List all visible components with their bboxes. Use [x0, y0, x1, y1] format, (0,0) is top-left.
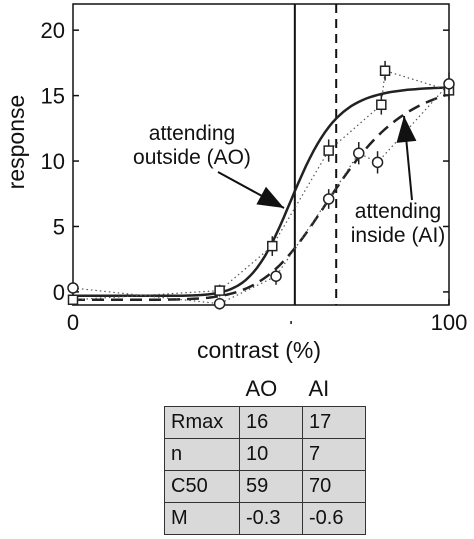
- data-point-ao-5: [376, 99, 387, 111]
- column-header-ai: AI: [308, 376, 330, 401]
- data-point-ai-3: [322, 193, 335, 205]
- annotation-ai-line1: attending: [355, 200, 441, 223]
- row-label-rmax: Rmax: [164, 406, 240, 439]
- y-axis-title: response: [3, 95, 29, 190]
- data-point-ai-2: [270, 270, 282, 282]
- row-label-c50: C50: [164, 470, 240, 503]
- y-tick-label-15: 15: [41, 84, 65, 109]
- row-label-n: n: [164, 438, 240, 471]
- table-row: n 10 7: [164, 438, 366, 471]
- y-tick-label-10: 10: [41, 149, 65, 174]
- data-point-ai-0: [67, 282, 79, 294]
- data-point-ao-3: [323, 145, 334, 156]
- cell-rmax-ao: 16: [239, 406, 303, 439]
- fit-parameter-table: AO AI Rmax 16 17 n 10 7 C50 59 70 M -0.3…: [164, 376, 366, 535]
- table-row: Rmax 16 17: [164, 406, 366, 439]
- cell-c50-ai: 70: [302, 470, 366, 503]
- cell-n-ao: 10: [239, 438, 303, 471]
- cell-c50-ao: 59: [239, 470, 303, 503]
- cell-rmax-ai: 17: [302, 406, 366, 439]
- table-corner: [165, 376, 240, 407]
- plot-frame: [72, 3, 450, 306]
- table-row: C50 59 70: [164, 470, 366, 503]
- row-label-m: M: [164, 502, 240, 535]
- cell-m-ai: -0.6: [302, 502, 366, 535]
- data-point-ai-5: [371, 156, 384, 169]
- table-header-row: AO AI: [165, 376, 366, 407]
- data-point-ai-6: [443, 78, 455, 90]
- arrow-ai-head: [396, 116, 417, 143]
- data-point-ao-2: [267, 240, 278, 252]
- plot-area: [67, 3, 455, 324]
- data-point-ao-4: [379, 65, 391, 76]
- x-tick-label-100: 100: [431, 310, 468, 335]
- data-trace-ao: [72, 69, 450, 301]
- data-point-ai-4: [353, 147, 365, 159]
- column-header-ao: AO: [245, 376, 278, 401]
- cell-m-ao: -0.3: [239, 502, 303, 535]
- fit-curve-ai: [73, 92, 450, 302]
- response-chart: response contrast (%) attending outside …: [3, 3, 468, 363]
- table-row: M -0.3 -0.6: [164, 502, 366, 535]
- data-point-ao-1: [214, 285, 225, 296]
- annotation-ai-line2: inside (AI): [351, 224, 446, 247]
- y-tick-label-5: 5: [53, 214, 65, 239]
- x-axis-title: contrast (%): [197, 337, 321, 363]
- arrow-ao-head: [256, 186, 284, 208]
- y-tick-label-20: 20: [41, 18, 65, 43]
- annotation-ao-line1: attending: [149, 122, 235, 145]
- fit-curve-ao: [73, 86, 450, 298]
- y-tick-label-0: 0: [53, 280, 65, 305]
- data-trace-ai: [72, 83, 450, 305]
- x-tick-label-0: 0: [67, 310, 79, 335]
- data-point-ai-1: [213, 297, 226, 310]
- annotation-ao-line2: outside (AO): [133, 146, 251, 169]
- cell-n-ai: 7: [302, 438, 366, 471]
- data-point-ao-0: [67, 294, 79, 306]
